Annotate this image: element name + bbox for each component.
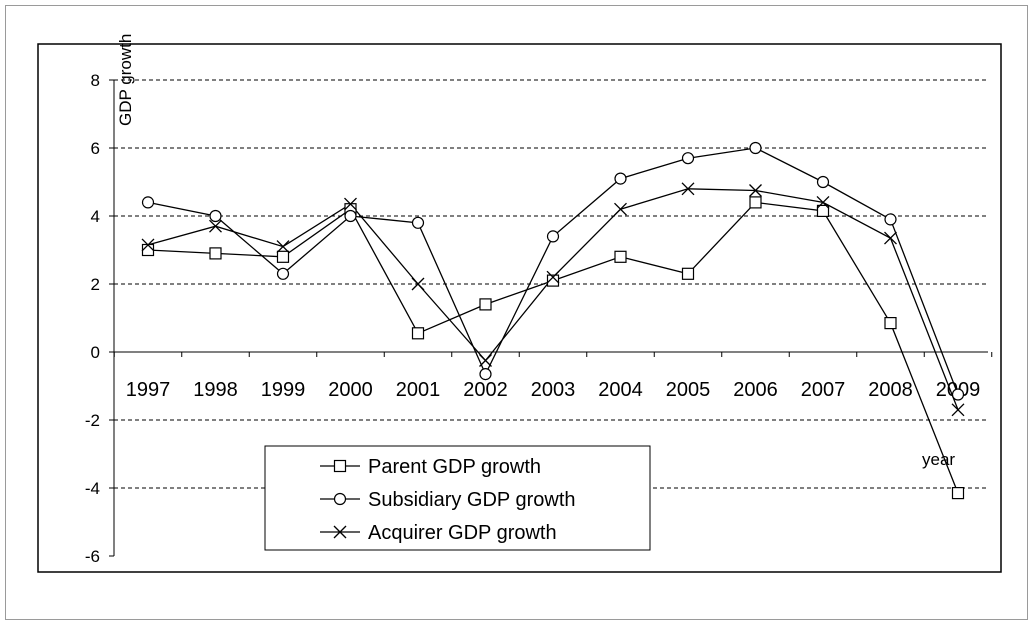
square-marker xyxy=(951,487,965,500)
y-tick-label: 4 xyxy=(91,207,100,226)
x-tick-label: 2004 xyxy=(598,379,643,401)
y-tick-label: -2 xyxy=(85,411,100,430)
y-tick-labels: -6 -4 -2 0 2 4 6 8 xyxy=(85,71,100,566)
x-tick-labels: 1997 1998 1999 2000 2001 2002 2003 2004 2005 2006… xyxy=(126,379,981,401)
circle-marker xyxy=(276,267,290,280)
x-tick-label: 2005 xyxy=(666,379,711,401)
x-tick-label: 2007 xyxy=(801,379,846,401)
y-tick-label: 0 xyxy=(91,343,100,362)
x-marker-stroke xyxy=(614,202,627,216)
x-marker xyxy=(951,403,965,417)
circle-marker xyxy=(411,216,425,229)
circle-marker xyxy=(681,152,695,165)
x-marker xyxy=(276,240,290,254)
square-marker xyxy=(749,196,762,209)
x-marker-stroke xyxy=(816,195,830,209)
circle-marker xyxy=(884,213,897,226)
x-marker-stroke xyxy=(546,270,560,284)
x-marker xyxy=(411,277,425,291)
x-marker-stroke xyxy=(479,354,492,367)
square-marker xyxy=(411,327,425,340)
series-line-1 xyxy=(147,147,959,395)
series-markers-0 xyxy=(141,196,965,500)
square-marker xyxy=(333,459,347,473)
circle-marker xyxy=(614,172,627,185)
x-marker xyxy=(884,231,897,245)
x-marker-stroke xyxy=(344,197,357,211)
legend-label: Acquirer GDP growth xyxy=(368,522,557,544)
circle-marker xyxy=(333,492,347,506)
x-marker-stroke xyxy=(411,277,425,291)
circle-marker xyxy=(209,209,222,223)
legend-box xyxy=(264,445,651,551)
square-marker xyxy=(884,317,897,330)
y-tick-label: 6 xyxy=(91,139,100,158)
x-tick-label: 2002 xyxy=(463,379,508,401)
square-marker xyxy=(614,250,627,263)
square-marker xyxy=(546,274,560,287)
x-marker-stroke xyxy=(141,238,155,252)
x-marker-stroke xyxy=(276,240,290,254)
circle-marker xyxy=(479,368,492,381)
x-marker xyxy=(614,202,627,216)
square-marker xyxy=(209,247,222,260)
series-lines xyxy=(147,147,959,494)
square-marker xyxy=(141,243,155,257)
x-tick-label: 2006 xyxy=(733,379,778,401)
x-marker-stroke xyxy=(333,525,347,539)
legend-label: Subsidiary GDP growth xyxy=(368,489,576,511)
square-marker xyxy=(276,250,290,263)
circle-marker xyxy=(951,388,965,401)
series-line-2 xyxy=(147,188,959,411)
x-tick-label: 1997 xyxy=(126,379,171,401)
x-axis-label: year xyxy=(922,450,955,469)
series-markers xyxy=(141,141,965,500)
x-marker-stroke xyxy=(209,219,222,233)
x-marker-stroke xyxy=(884,231,897,245)
x-marker xyxy=(816,195,830,209)
x-marker xyxy=(333,525,347,539)
x-tick-label: 1999 xyxy=(261,379,306,401)
legend-item: Subsidiary GDP growth xyxy=(320,489,576,511)
circle-marker xyxy=(546,230,560,243)
x-tick-label: 2001 xyxy=(396,379,441,401)
x-marker-stroke xyxy=(749,184,762,197)
plot-area-border xyxy=(37,43,1002,573)
y-tick-label: -6 xyxy=(85,547,100,566)
x-tick-label: 2000 xyxy=(328,379,373,401)
x-marker xyxy=(344,197,357,211)
x-marker xyxy=(479,354,492,367)
x-tick-label: 1998 xyxy=(193,379,238,401)
x-marker xyxy=(141,238,155,252)
x-marker-stroke xyxy=(951,403,965,417)
x-marker xyxy=(681,182,695,196)
y-tick-label: -4 xyxy=(85,479,100,498)
square-marker xyxy=(681,267,695,280)
axes xyxy=(109,79,993,557)
x-marker xyxy=(209,219,222,233)
square-marker xyxy=(479,298,492,311)
x-tick-label: 2003 xyxy=(531,379,576,401)
square-marker xyxy=(816,204,830,217)
y-axis-label: GDP growth xyxy=(116,34,135,126)
circle-marker xyxy=(749,141,762,155)
circle-marker xyxy=(141,196,155,209)
legend-item: Acquirer GDP growth xyxy=(320,522,557,544)
series-markers-2 xyxy=(141,182,965,417)
legend: Parent GDP growth Subsidiary GDP growth Ac… xyxy=(264,445,651,551)
y-tick-label: 2 xyxy=(91,275,100,294)
x-tick-label: 2008 xyxy=(868,379,913,401)
circle-marker xyxy=(344,209,357,223)
circle-marker xyxy=(816,175,830,189)
x-marker xyxy=(749,184,762,197)
legend-item: Parent GDP growth xyxy=(320,456,541,478)
y-tick-label: 8 xyxy=(91,71,100,90)
x-marker-stroke xyxy=(681,182,695,196)
x-marker xyxy=(546,270,560,284)
legend-label: Parent GDP growth xyxy=(368,456,541,478)
series-markers-1 xyxy=(141,141,965,401)
